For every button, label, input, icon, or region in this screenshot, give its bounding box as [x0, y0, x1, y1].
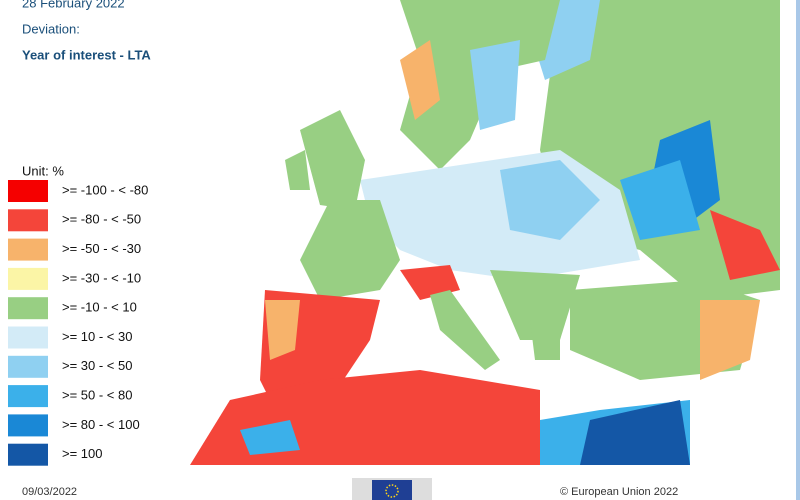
legend-swatch [8, 443, 48, 466]
legend-label: >= -100 - < -80 [62, 182, 148, 197]
map-region [710, 210, 780, 280]
legend-swatch [8, 267, 48, 290]
subtitle: Deviation: [22, 21, 80, 36]
legend-swatch [8, 414, 48, 437]
legend-swatch [8, 297, 48, 320]
map-region [580, 400, 690, 465]
legend-swatch [8, 326, 48, 349]
footer-date: 09/03/2022 [22, 486, 77, 498]
map-region [285, 150, 310, 190]
legend-label: >= -30 - < -10 [62, 270, 141, 285]
legend-label: >= 80 - < 100 [62, 417, 140, 432]
legend: >= -100 - < -80 >= -80 - < -50 >= -50 - < … [8, 180, 148, 466]
map-region [430, 290, 500, 370]
legend-swatch [8, 238, 48, 261]
map-region [470, 40, 520, 130]
map [190, 0, 780, 465]
legend-label: >= 100 [62, 446, 103, 461]
map-region [400, 40, 440, 120]
map-region [300, 110, 365, 210]
legend-label: >= 10 - < 30 [62, 329, 132, 344]
map-region [500, 160, 600, 240]
legend-label: >= 50 - < 80 [62, 388, 132, 403]
frame-edge [796, 0, 800, 500]
legend-swatch [8, 385, 48, 408]
legend-unit: Unit: % [22, 163, 64, 178]
legend-swatch [8, 209, 48, 232]
period: 28 February 2022 [22, 0, 125, 10]
map-region [530, 310, 560, 360]
legend-label: >= -50 - < -30 [62, 241, 141, 256]
footer-copyright: © European Union 2022 [560, 486, 678, 498]
eu-logo [352, 478, 432, 500]
map-region [265, 300, 300, 360]
map-region [240, 420, 300, 455]
legend-label: >= 30 - < 50 [62, 358, 132, 373]
legend-swatch [8, 180, 48, 202]
map-region [300, 200, 400, 300]
legend-label: >= -80 - < -50 [62, 212, 141, 227]
map-region [700, 300, 760, 380]
map-region [620, 160, 700, 240]
legend-swatch [8, 355, 48, 378]
legend-label: >= -10 - < 10 [62, 300, 137, 315]
measure: Year of interest - LTA [22, 47, 151, 62]
